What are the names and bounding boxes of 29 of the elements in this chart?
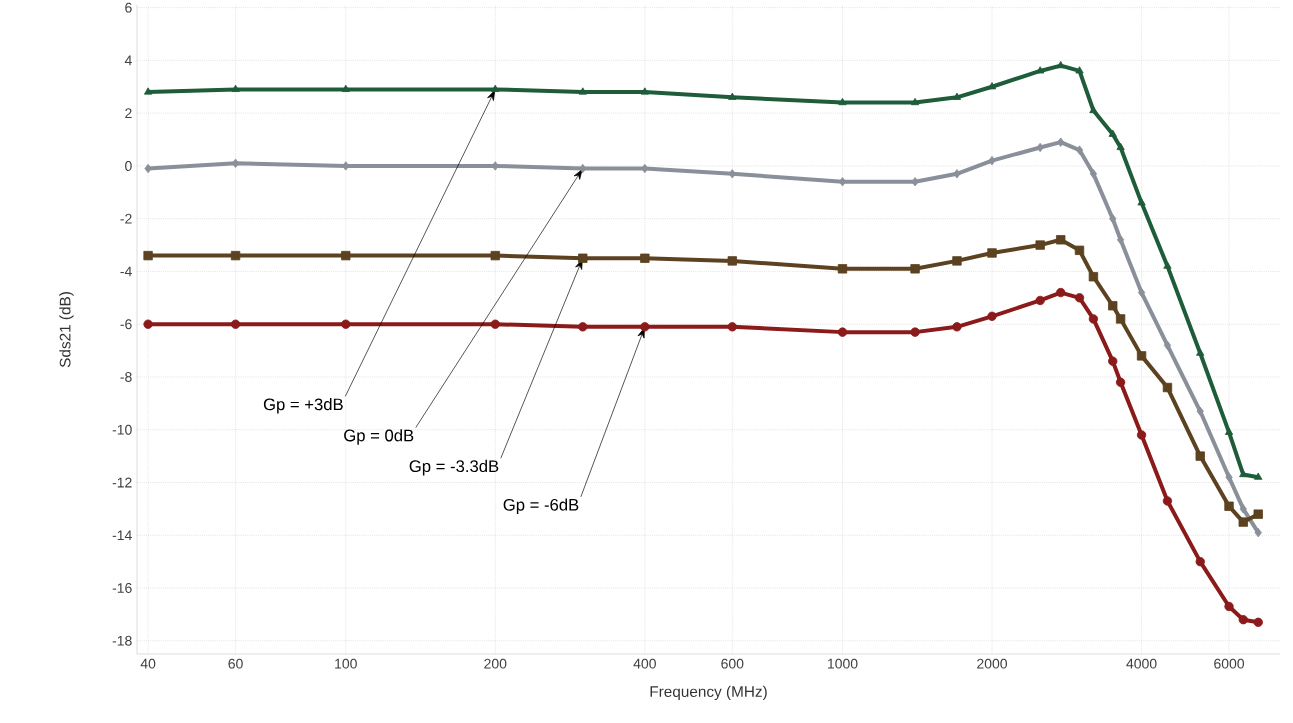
y-tick-label: -4 xyxy=(120,266,132,277)
x-tick-label: 400 xyxy=(633,658,656,669)
annotation: Gp = 0dB xyxy=(344,429,414,445)
x-tick-label: 6000 xyxy=(1214,658,1245,669)
annotation: Gp = -6dB xyxy=(503,498,579,514)
y-tick-label: -16 xyxy=(112,583,132,593)
y-tick-label: -14 xyxy=(112,530,132,541)
y-tick-label: -10 xyxy=(112,424,132,435)
x-tick-label: 200 xyxy=(484,658,507,669)
x-tick-label: 40 xyxy=(140,658,156,669)
y-tick-label: 4 xyxy=(124,55,132,66)
y-axis-title: Sds21 (dB) xyxy=(59,292,74,368)
y-tick-label: -6 xyxy=(120,319,132,330)
x-tick-label: 100 xyxy=(335,658,357,669)
x-tick-label: 60 xyxy=(228,658,243,669)
y-tick-label: 6 xyxy=(125,2,132,13)
x-axis-title: Frequency (MHz) xyxy=(650,685,767,701)
x-tick-label: 600 xyxy=(721,658,744,669)
annotation: Gp = +3dB xyxy=(263,398,343,414)
y-tick-label: -8 xyxy=(120,372,132,382)
x-tick-label: 4000 xyxy=(1126,658,1157,669)
x-tick-label: 2000 xyxy=(977,658,1008,669)
y-tick-label: 2 xyxy=(125,108,132,119)
x-tick-label: 1000 xyxy=(828,658,858,669)
y-tick-label: -2 xyxy=(120,213,132,224)
annotation: Gp = -3.3dB xyxy=(409,459,499,476)
y-tick-label: -12 xyxy=(112,477,132,488)
y-tick-label: -18 xyxy=(112,635,132,646)
y-tick-label: 0 xyxy=(125,160,132,171)
